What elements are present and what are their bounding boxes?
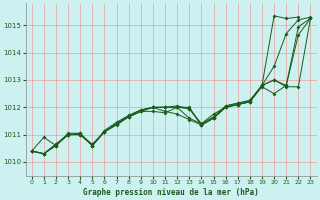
X-axis label: Graphe pression niveau de la mer (hPa): Graphe pression niveau de la mer (hPa) xyxy=(83,188,259,197)
